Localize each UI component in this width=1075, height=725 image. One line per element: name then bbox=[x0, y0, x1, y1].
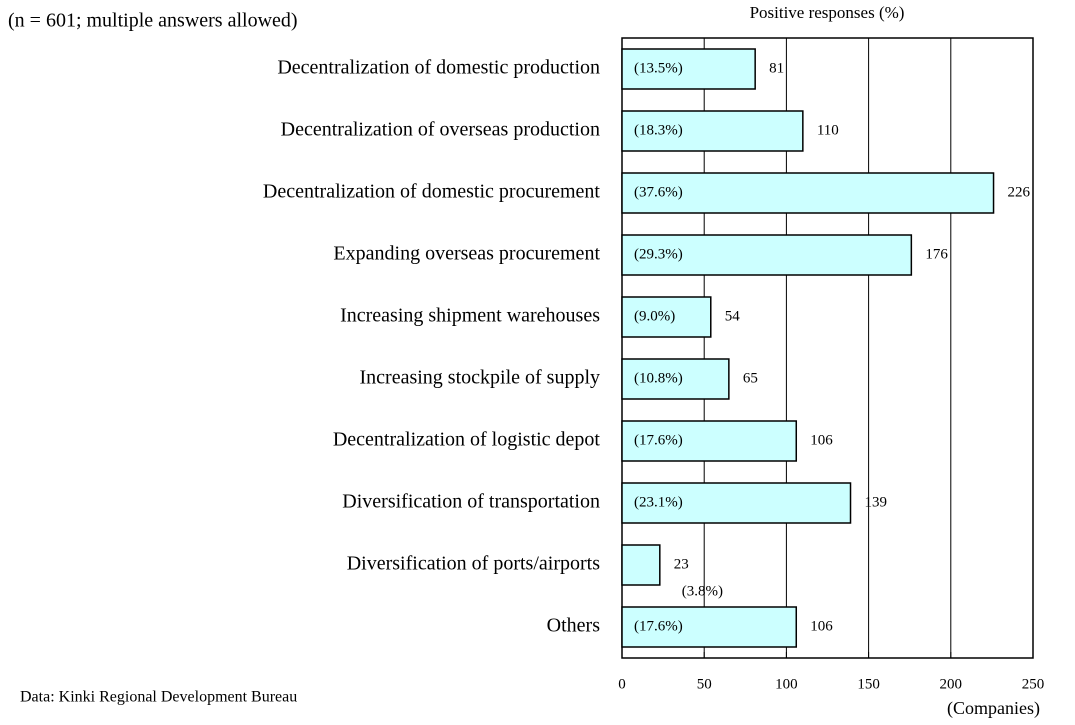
x-tick-label: 250 bbox=[1022, 676, 1045, 692]
value-label: 65 bbox=[743, 370, 758, 386]
category-label: Decentralization of domestic procurement bbox=[263, 181, 601, 203]
value-label: 106 bbox=[810, 432, 833, 448]
category-label: Diversification of ports/airports bbox=[347, 553, 600, 575]
share-label: (10.8%) bbox=[634, 370, 683, 386]
share-label: (17.6%) bbox=[634, 432, 683, 448]
value-label: 176 bbox=[925, 246, 948, 262]
note: (n = 601; multiple answers allowed) bbox=[8, 10, 298, 32]
x-axis-label: (Companies) bbox=[947, 698, 1040, 719]
bar bbox=[621, 110, 804, 152]
source: Data: Kinki Regional Development Bureau bbox=[20, 689, 297, 706]
bar bbox=[621, 358, 730, 400]
share-label: (37.6%) bbox=[634, 184, 683, 200]
share-label: (23.1%) bbox=[634, 494, 683, 510]
bar bbox=[621, 296, 712, 338]
category-label: Others bbox=[547, 615, 601, 637]
top-label: Positive responses (%) bbox=[750, 3, 905, 22]
share-label: (17.6%) bbox=[634, 618, 683, 634]
x-tick-label: 100 bbox=[775, 676, 798, 692]
value-label: 23 bbox=[674, 556, 689, 572]
value-label: 226 bbox=[1008, 184, 1031, 200]
bar bbox=[621, 234, 913, 276]
value-label: 81 bbox=[769, 60, 784, 76]
x-tick-label: 0 bbox=[618, 676, 626, 692]
category-label: Diversification of transportation bbox=[342, 491, 600, 513]
share-label: (13.5%) bbox=[634, 60, 683, 76]
value-label: 110 bbox=[817, 122, 839, 138]
category-label: Decentralization of domestic production bbox=[277, 57, 600, 79]
plot-frame bbox=[621, 37, 1034, 659]
category-label: Decentralization of overseas production bbox=[281, 119, 600, 141]
category-label: Expanding overseas procurement bbox=[333, 243, 600, 265]
share-label: (29.3%) bbox=[634, 246, 683, 262]
value-label: 106 bbox=[810, 618, 833, 634]
category-label: Increasing shipment warehouses bbox=[340, 305, 600, 327]
share-label: (3.8%) bbox=[682, 583, 723, 599]
share-label: (18.3%) bbox=[634, 122, 683, 138]
x-tick-label: 50 bbox=[697, 676, 712, 692]
bar bbox=[621, 482, 852, 524]
bar bbox=[621, 544, 661, 586]
bar bbox=[621, 420, 798, 462]
value-label: 139 bbox=[865, 494, 888, 510]
x-tick-label: 150 bbox=[857, 676, 880, 692]
bar bbox=[621, 48, 756, 90]
category-label: Increasing stockpile of supply bbox=[360, 367, 601, 389]
x-tick-label: 200 bbox=[940, 676, 963, 692]
share-label: (9.0%) bbox=[634, 308, 675, 324]
category-label: Decentralization of logistic depot bbox=[333, 429, 601, 451]
bar bbox=[621, 172, 995, 214]
bar bbox=[621, 606, 798, 648]
value-label: 54 bbox=[725, 308, 741, 324]
